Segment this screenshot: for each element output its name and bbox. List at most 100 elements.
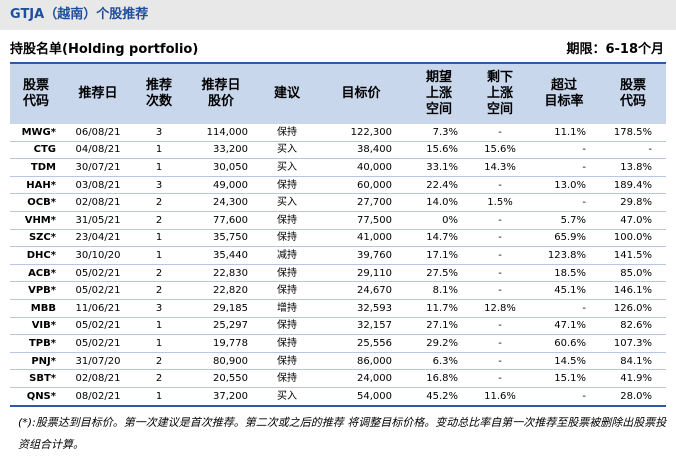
table-cell: 30/07/21 [62, 158, 134, 177]
table-cell: 29,185 [184, 299, 258, 318]
table-cell: 14.0% [406, 193, 472, 212]
table-cell: - [472, 211, 528, 230]
table-cell: 保持 [258, 124, 316, 142]
table-row: TPB* 05/02/21 1 19,778 保持 25,556 29.2% -60.6% 10… [10, 334, 666, 353]
column-header: 剩下 上涨 空间 [472, 62, 528, 124]
table-cell: 54,000 [316, 387, 406, 407]
table-cell: 17.1% [406, 246, 472, 265]
table-cell: 1 [134, 246, 184, 265]
table-cell: 保持 [258, 352, 316, 371]
table-row: VPB* 05/02/21 2 22,820 保持 24,670 8.1% -45.1% 146… [10, 281, 666, 300]
table-cell: 2 [134, 264, 184, 283]
table-cell: 买入 [258, 141, 316, 160]
table-cell: - [472, 369, 528, 388]
table-cell: 06/08/21 [62, 124, 134, 142]
table-cell: 2 [134, 369, 184, 388]
footnote: (*):股票达到目标价。第一次建议是首次推荐。第二次或之后的推荐 将调整目标价格… [18, 416, 667, 451]
table-cell: 84.1% [600, 352, 666, 371]
table-cell: 29.2% [406, 334, 472, 353]
table-cell: 22,830 [184, 264, 258, 283]
table-cell: 1 [134, 229, 184, 248]
table-cell: SBT* [10, 369, 62, 388]
table-cell: 保持 [258, 281, 316, 300]
table-cell: 买入 [258, 158, 316, 177]
table-cell: 05/02/21 [62, 264, 134, 283]
table-row: TDM 30/07/21 1 30,050 买入 40,000 33.1% 14.3% -13.… [10, 158, 666, 177]
table-cell: ACB* [10, 264, 62, 283]
table-cell: MBB [10, 299, 62, 318]
table-cell: 08/02/21 [62, 387, 134, 407]
table-cell: 28.0% [600, 387, 666, 407]
table-cell: - [472, 176, 528, 195]
table-cell: DHC* [10, 246, 62, 265]
table-cell: TPB* [10, 334, 62, 353]
table-cell: - [472, 352, 528, 371]
table-cell: - [472, 317, 528, 336]
table-cell: 保持 [258, 264, 316, 283]
table-cell: 189.4% [600, 176, 666, 195]
table-cell: 35,750 [184, 229, 258, 248]
table-cell: 60,000 [316, 176, 406, 195]
table-cell: OCB* [10, 193, 62, 212]
table-cell: 27.5% [406, 264, 472, 283]
table-cell: 141.5% [600, 246, 666, 265]
table-cell: - [528, 387, 600, 407]
table-cell: 32,593 [316, 299, 406, 318]
table-cell: 35,440 [184, 246, 258, 265]
table-cell: 7.3% [406, 124, 472, 142]
table-cell: - [472, 264, 528, 283]
table-cell: 29.8% [600, 193, 666, 212]
table-cell: 11/06/21 [62, 299, 134, 318]
table-cell: 178.5% [600, 124, 666, 142]
table-cell: 04/08/21 [62, 141, 134, 160]
table-cell: 146.1% [600, 281, 666, 300]
table-cell: 23/04/21 [62, 229, 134, 248]
table-cell: - [472, 281, 528, 300]
table-cell: 1 [134, 334, 184, 353]
table-cell: 126.0% [600, 299, 666, 318]
table-cell: 12.8% [472, 299, 528, 318]
report-title: GTJA（越南）个股推荐 [0, 0, 676, 30]
table-row: QNS* 08/02/21 1 37,200 买入 54,000 45.2% 11.6% -28… [10, 387, 666, 407]
table-cell: 77,600 [184, 211, 258, 230]
table-cell: 33.1% [406, 158, 472, 177]
table-cell: 13.0% [528, 176, 600, 195]
table-cell: 6.3% [406, 352, 472, 371]
table-cell: 49,000 [184, 176, 258, 195]
portfolio-title: 持股名单(Holding portfolio) [10, 42, 199, 57]
table-cell: 77,500 [316, 211, 406, 230]
table-row: SBT* 02/08/21 2 20,550 保持 24,000 16.8% -15.1% 41… [10, 369, 666, 388]
table-cell: 5.7% [528, 211, 600, 230]
table-cell: HAH* [10, 176, 62, 195]
table-cell: 25,297 [184, 317, 258, 336]
table-header-row: 股票 代码 推荐日 推荐 次数 推荐日 股价 建议 目标价 期望 上涨 空间 剩下 上涨 空间… [10, 62, 666, 124]
table-cell: 增持 [258, 299, 316, 318]
table-cell: 保持 [258, 334, 316, 353]
table-cell: 保持 [258, 369, 316, 388]
column-header: 推荐日 股价 [184, 62, 258, 124]
table-cell: 05/02/21 [62, 317, 134, 336]
table-cell: 15.6% [406, 141, 472, 160]
table-cell: 45.1% [528, 281, 600, 300]
table-row: PNJ* 31/07/20 2 80,900 保持 86,000 6.3% -14.5% 84.… [10, 352, 666, 371]
column-header: 期望 上涨 空间 [406, 62, 472, 124]
table-cell: 减持 [258, 246, 316, 265]
table-cell: 25,556 [316, 334, 406, 353]
table-cell: 80,900 [184, 352, 258, 371]
table-cell: - [528, 193, 600, 212]
table-cell: 100.0% [600, 229, 666, 248]
table-cell: 41.9% [600, 369, 666, 388]
table-cell: 45.2% [406, 387, 472, 407]
table-cell: 买入 [258, 387, 316, 407]
table-cell: 1 [134, 387, 184, 407]
table-cell: 39,760 [316, 246, 406, 265]
table-cell: 60.6% [528, 334, 600, 353]
table-cell: 123.8% [528, 246, 600, 265]
table-cell: - [528, 158, 600, 177]
table-cell: 买入 [258, 193, 316, 212]
table-cell: 31/07/20 [62, 352, 134, 371]
table-cell: 22.4% [406, 176, 472, 195]
table-cell: 1 [134, 158, 184, 177]
table-cell: 107.3% [600, 334, 666, 353]
table-cell: 1.5% [472, 193, 528, 212]
